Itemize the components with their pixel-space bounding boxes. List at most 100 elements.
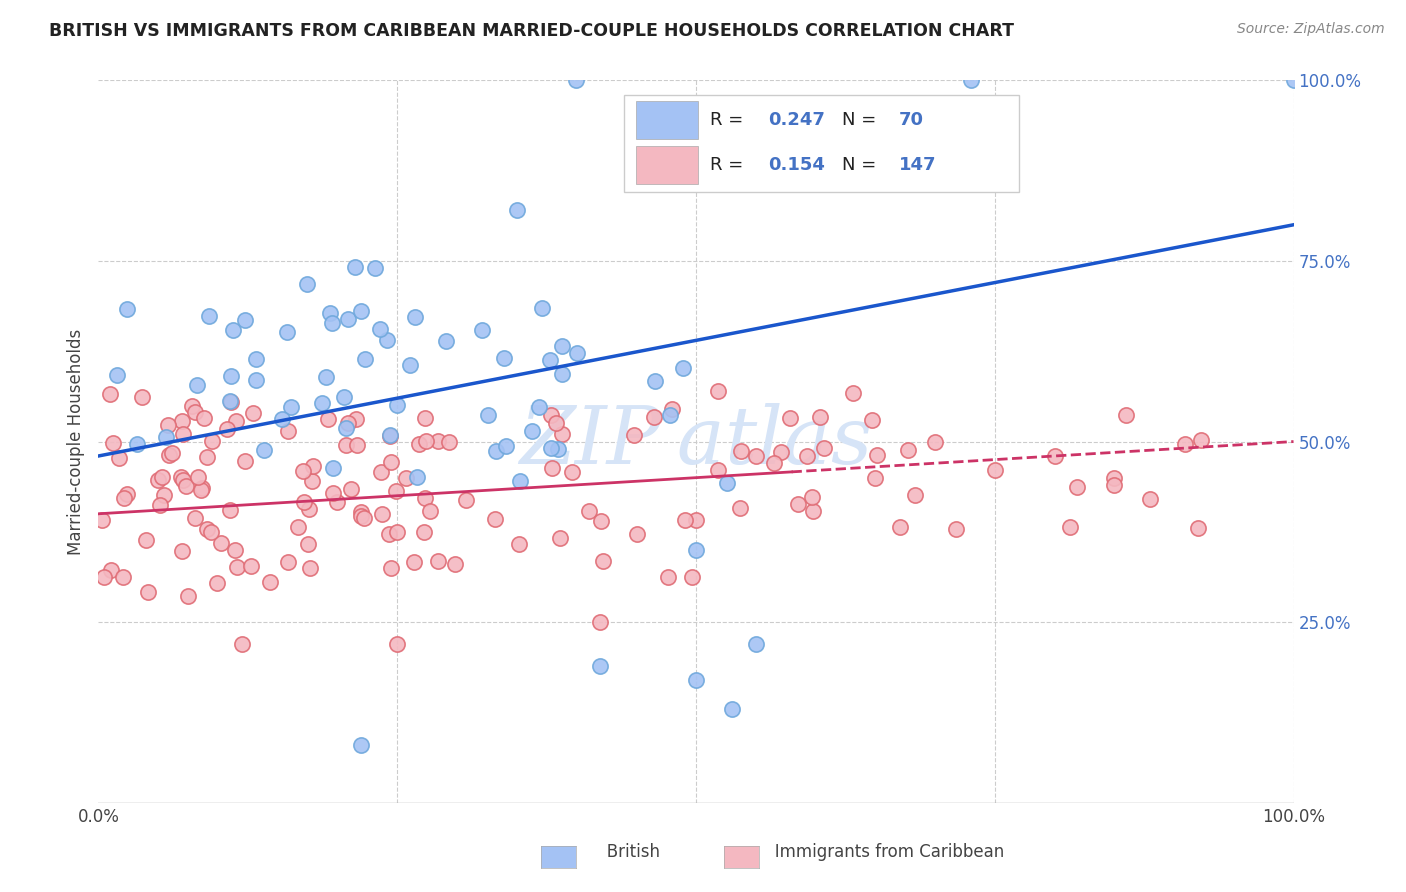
- Point: [245, 352, 267, 367]
- Point: [318, 306, 340, 320]
- Text: N =: N =: [842, 111, 882, 129]
- Point: [136, 585, 159, 599]
- Point: [623, 428, 645, 442]
- Point: [253, 442, 276, 457]
- Point: [205, 575, 228, 590]
- Point: [716, 475, 738, 490]
- Point: [160, 445, 183, 459]
- Point: [657, 569, 679, 583]
- Point: [222, 323, 245, 337]
- Point: [413, 524, 436, 539]
- Point: [131, 390, 153, 404]
- Point: [673, 513, 696, 527]
- Point: [565, 73, 588, 87]
- Point: [547, 442, 569, 457]
- Point: [100, 563, 122, 577]
- Point: [681, 570, 703, 584]
- Point: [276, 326, 298, 340]
- Point: [287, 520, 309, 534]
- Point: [745, 449, 768, 463]
- Point: [385, 525, 408, 540]
- Point: [762, 456, 785, 470]
- Point: [177, 589, 200, 603]
- Point: [354, 351, 377, 366]
- Point: [506, 203, 529, 218]
- Point: [195, 450, 218, 464]
- Point: [800, 491, 823, 505]
- Text: 0.154: 0.154: [768, 156, 824, 174]
- Point: [484, 511, 506, 525]
- Point: [156, 418, 179, 433]
- Point: [321, 316, 343, 330]
- Point: [551, 339, 574, 353]
- Point: [591, 515, 613, 529]
- Point: [626, 527, 648, 541]
- Point: [904, 487, 927, 501]
- Point: [779, 410, 801, 425]
- Point: [176, 479, 198, 493]
- Point: [233, 313, 256, 327]
- Point: [477, 409, 499, 423]
- Point: [1187, 521, 1209, 535]
- Point: [745, 637, 768, 651]
- Point: [183, 511, 205, 525]
- Point: [770, 445, 793, 459]
- Point: [728, 500, 751, 515]
- Point: [333, 390, 356, 404]
- Point: [117, 487, 139, 501]
- Point: [813, 441, 835, 455]
- Point: [508, 537, 530, 551]
- Point: [1104, 478, 1126, 492]
- Point: [685, 673, 707, 687]
- Point: [201, 434, 224, 448]
- Point: [218, 393, 240, 408]
- Point: [146, 474, 169, 488]
- Point: [541, 461, 564, 475]
- Point: [172, 414, 194, 428]
- Point: [155, 429, 177, 443]
- Point: [530, 301, 553, 315]
- Point: [295, 277, 318, 291]
- Point: [172, 426, 194, 441]
- Text: R =: R =: [710, 111, 749, 129]
- Point: [529, 400, 551, 414]
- Point: [415, 434, 437, 449]
- Point: [239, 559, 262, 574]
- Point: [495, 439, 517, 453]
- FancyBboxPatch shape: [624, 95, 1019, 193]
- Point: [93, 570, 115, 584]
- Point: [180, 399, 202, 413]
- Point: [343, 260, 366, 275]
- Point: [107, 368, 129, 382]
- Point: [471, 323, 494, 337]
- Point: [224, 543, 246, 558]
- Point: [889, 520, 911, 534]
- Point: [371, 507, 394, 521]
- Point: [115, 301, 138, 316]
- Text: 147: 147: [900, 156, 936, 174]
- Point: [546, 416, 568, 430]
- Point: [380, 429, 402, 443]
- Point: [103, 436, 125, 450]
- Point: [346, 438, 368, 452]
- Point: [548, 531, 571, 545]
- Point: [1139, 492, 1161, 507]
- Point: [427, 554, 450, 568]
- Point: [335, 438, 357, 452]
- Point: [375, 333, 398, 347]
- Point: [454, 492, 477, 507]
- Point: [1104, 470, 1126, 484]
- Point: [842, 385, 865, 400]
- Point: [231, 637, 253, 651]
- Point: [1174, 437, 1197, 451]
- Point: [408, 437, 430, 451]
- Point: [280, 400, 302, 414]
- Point: [370, 321, 392, 335]
- Point: [485, 443, 508, 458]
- Point: [242, 406, 264, 420]
- Point: [225, 414, 247, 428]
- Point: [225, 560, 247, 574]
- Point: [589, 658, 612, 673]
- Point: [172, 473, 194, 487]
- Point: [707, 463, 730, 477]
